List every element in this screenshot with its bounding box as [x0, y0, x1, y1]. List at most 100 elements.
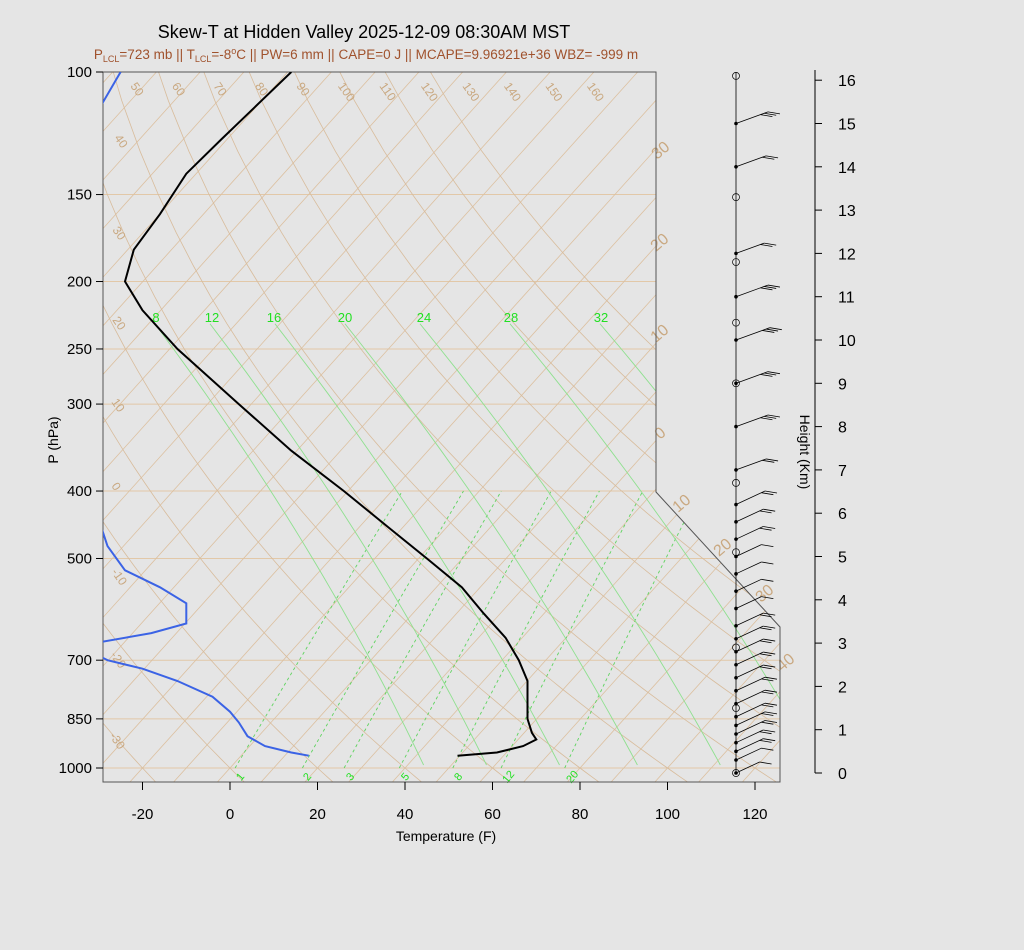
wind-barb-flag: [767, 284, 781, 288]
moist-adiabat: [509, 323, 780, 766]
height-tick-label: 9: [838, 376, 847, 393]
wind-barb-flag: [759, 761, 772, 765]
y-tick-label: 850: [67, 711, 92, 728]
mixing-ratio-label-bottom: 8: [452, 771, 465, 783]
wind-barb-flag: [761, 713, 774, 716]
wind-barb-flag: [759, 640, 772, 644]
isotherm-label-right: 10: [670, 492, 695, 517]
height-tick-label: 10: [838, 333, 856, 350]
wind-barb-flag: [764, 689, 778, 693]
wind-barb-flag: [761, 578, 774, 582]
background-lines: [0, 40, 1024, 783]
isotherm: [260, 72, 780, 782]
height-tick-label: 12: [838, 246, 856, 263]
isotherm-label-left: 20: [110, 314, 129, 333]
height-tick-label: 15: [838, 117, 856, 134]
y-tick-label: 400: [67, 483, 92, 500]
wind-barb: [735, 747, 762, 761]
isotherm-label-top: 120: [418, 80, 441, 105]
y-axis-ticks: 100 150 200 250 300 400 500 700 850 1000: [59, 64, 103, 777]
wind-barb-flag: [763, 508, 776, 512]
dry-adiabat: [103, 72, 601, 782]
y-tick-label: 100: [67, 64, 92, 81]
isotherm: [785, 40, 1024, 783]
mixing-ratio-line: [398, 490, 552, 769]
wind-barb-flag: [761, 691, 774, 695]
mixing-ratio-label-bottom: 3: [344, 771, 357, 783]
wind-barb-flag: [767, 111, 781, 115]
x-axis-label: Temperature (F): [396, 828, 496, 844]
wind-barb: [735, 711, 766, 726]
wind-barb-flag: [767, 414, 781, 418]
wind-barb-flag: [759, 510, 772, 514]
wind-barb-flag: [764, 286, 777, 289]
mixing-ratio-label-top: 20: [338, 310, 352, 325]
isotherm-label-right: 10: [648, 322, 673, 347]
isotherm: [0, 40, 10, 783]
wind-station-dot: [734, 468, 738, 472]
x-tick-label: 40: [397, 806, 414, 823]
height-tick-label: 5: [838, 550, 847, 567]
wind-barb-flag: [764, 676, 778, 680]
mixing-ratio-label-top: 28: [504, 310, 518, 325]
height-tick-label: 0: [838, 766, 847, 783]
wind-barb-flag: [762, 156, 775, 160]
temperature-line: [123, 72, 538, 757]
wind-barb: [735, 111, 769, 124]
wind-barb-flag: [761, 721, 774, 725]
mixing-ratio-label-top: 12: [205, 310, 219, 325]
height-tick-label: 8: [838, 420, 847, 437]
x-tick-label: 0: [226, 806, 234, 823]
isotherm: [697, 72, 780, 782]
dry-adiabat: [323, 72, 780, 782]
isotherm: [103, 72, 230, 782]
x-tick-label: 60: [484, 806, 501, 823]
wind-barb: [735, 327, 770, 341]
wind-barb-flag: [766, 328, 779, 332]
wind-barb: [735, 702, 766, 718]
chart-subtitle: PLCL=723 mb || TLCL=-8oC || PW=6 mm || C…: [94, 46, 638, 64]
isotherm: [172, 72, 780, 782]
wind-barb-flag: [763, 738, 776, 742]
wind-barb: [735, 526, 764, 540]
dry-adiabat: [103, 72, 157, 782]
plot-frame: [102, 71, 781, 783]
wind-barb-flag: [760, 244, 773, 247]
isotherm: [103, 72, 448, 782]
dry-adiabat: [411, 72, 780, 782]
isotherm-label-top: 60: [169, 80, 188, 99]
isotherm-label-left: 40: [112, 132, 131, 151]
isotherm: [103, 72, 580, 782]
wind-barb: [735, 414, 769, 427]
wind-barb-flag: [763, 526, 776, 529]
wind-barb-flag: [759, 627, 772, 631]
wind-station-circle: [732, 643, 740, 652]
wind-barb: [735, 738, 764, 752]
x-tick-label: -20: [132, 806, 154, 823]
wind-barb: [735, 720, 766, 735]
wind-barb-flag: [769, 327, 782, 331]
wind-barb: [735, 561, 762, 575]
moist-adiabat: [154, 323, 425, 766]
isotherm: [610, 72, 780, 782]
wind-barb: [735, 242, 765, 254]
isotherm-label-top: 110: [377, 80, 400, 104]
height-axis-label: Height (Km): [797, 415, 813, 490]
isotherm: [347, 72, 780, 782]
y-tick-label: 700: [67, 652, 92, 669]
wind-barb-flag: [761, 544, 774, 548]
wind-barb: [735, 490, 766, 505]
isotherm: [653, 72, 780, 782]
isotherm: [917, 40, 1024, 783]
wind-barb: [735, 651, 764, 666]
mixing-ratio-label-bottom: 2: [301, 771, 314, 783]
mixing-ratio-label-bottom: 20: [564, 769, 581, 786]
wind-barb-flag: [761, 492, 774, 496]
isotherm: [391, 72, 780, 782]
isotherm-label-top: 160: [584, 80, 607, 105]
wind-barb-flag: [764, 415, 777, 419]
wind-barb-flag: [763, 729, 776, 733]
height-tick-label: 7: [838, 463, 847, 480]
